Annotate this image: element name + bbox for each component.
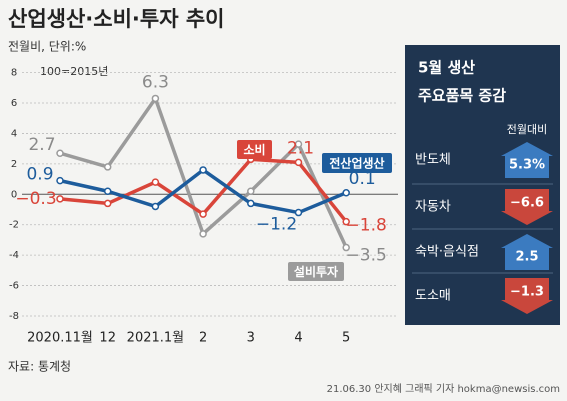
panel-basis: 전월대비	[507, 123, 547, 136]
point	[56, 195, 64, 203]
value-label: −3.5	[346, 246, 387, 266]
point	[247, 199, 255, 208]
panel-title: 5월 생산	[418, 59, 475, 77]
value-label: −0.3	[15, 189, 56, 209]
point	[342, 217, 350, 226]
legend-label: 소비	[243, 142, 265, 157]
value-label: 0.1	[349, 169, 376, 189]
item-value: −6.6	[510, 196, 544, 211]
point	[103, 199, 112, 208]
y-tick-label: 6	[11, 98, 17, 109]
x-tick-label: 2021.1월	[127, 331, 184, 346]
point	[151, 178, 160, 186]
point	[247, 187, 255, 196]
arrow	[501, 189, 553, 225]
y-tick-label: -8	[9, 311, 19, 322]
panel-subtitle: 주요품목 증감	[418, 87, 506, 105]
legend-box	[322, 153, 392, 173]
legend-label: 설비투자	[294, 264, 338, 279]
y-tick-label: 0	[11, 189, 17, 200]
item-name: 도소매	[415, 289, 451, 304]
arrow	[501, 142, 553, 178]
y-tick-label: 2	[11, 159, 17, 170]
point	[103, 187, 112, 196]
value-label: 0.9	[26, 165, 53, 185]
y-tick-label: -6	[9, 281, 19, 292]
value-label: −1.2	[256, 215, 297, 235]
chart-title: 산업생산·소비·투자 추이	[8, 7, 224, 31]
y-tick-label: -4	[9, 250, 19, 261]
y-tick-label: -2	[9, 220, 19, 231]
note: 100=2015년	[40, 65, 108, 78]
point	[56, 149, 64, 157]
item-name: 숙박·음식점	[415, 245, 479, 260]
point	[294, 140, 303, 148]
point	[151, 202, 160, 211]
legend-label: 전산업생산	[329, 156, 384, 171]
x-tick-label: 4	[294, 331, 302, 346]
value-label: −1.8	[346, 216, 387, 236]
source: 자료: 통계청	[8, 360, 71, 374]
point	[294, 158, 303, 167]
item-name: 자동차	[415, 200, 451, 215]
item-name: 반도체	[415, 153, 451, 168]
value-label: 2.7	[28, 135, 55, 155]
point	[199, 210, 207, 218]
item-value: 2.5	[515, 250, 538, 265]
point	[342, 243, 350, 252]
value-label: 6.3	[142, 72, 169, 92]
x-tick-label: 2020.11월	[27, 331, 93, 346]
arrow	[501, 278, 553, 314]
legend-box	[288, 262, 344, 281]
point	[342, 189, 350, 197]
value-label: 2.1	[287, 138, 314, 158]
x-tick-label: 12	[99, 331, 116, 346]
y-tick-label: 4	[11, 128, 17, 139]
subtitle: 전월비, 단위:%	[8, 40, 86, 54]
x-tick-label: 2	[199, 331, 207, 346]
arrow	[501, 234, 553, 270]
item-value: 5.3%	[509, 158, 545, 173]
point	[56, 176, 64, 185]
credit: 21.06.30 안지혜 그래픽 기자 hokma@newsis.com	[327, 383, 560, 395]
x-tick-label: 3	[247, 331, 255, 346]
point	[103, 163, 112, 171]
point	[199, 166, 207, 174]
item-value: −1.3	[510, 285, 544, 300]
x-tick-label: 5	[342, 331, 350, 346]
y-tick-label: 8	[11, 68, 17, 79]
point	[151, 94, 160, 103]
point	[294, 208, 303, 217]
point	[199, 230, 207, 238]
legend-box	[237, 140, 272, 159]
